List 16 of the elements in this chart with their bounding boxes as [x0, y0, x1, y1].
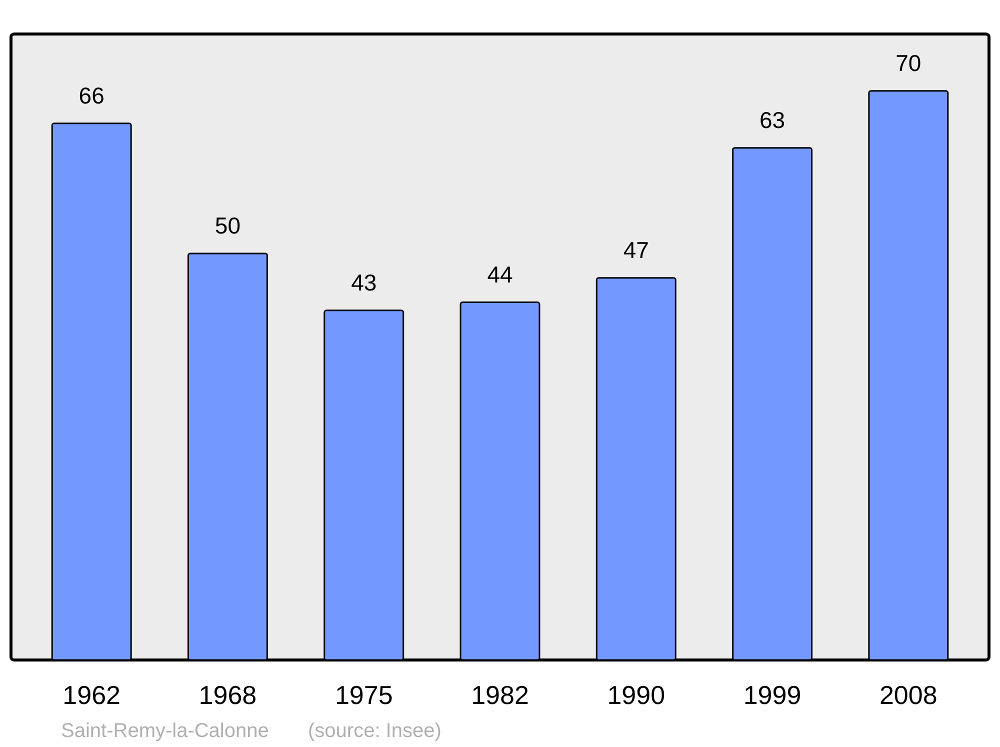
- data-label: 70: [896, 50, 922, 76]
- x-tick-label: 1962: [62, 680, 121, 710]
- x-tick-label: 1968: [198, 680, 257, 710]
- text: Saint-Remy-la-Calonne: [61, 720, 269, 742]
- data-label: 66: [78, 82, 104, 108]
- text: (source: Insee): [308, 720, 442, 742]
- data-label: 44: [487, 261, 513, 288]
- x-tick-label: 1999: [743, 680, 802, 710]
- x-tick-label: 2008: [879, 680, 938, 710]
- data-label: 63: [759, 106, 786, 133]
- data-label: 43: [351, 269, 377, 296]
- data-label: 47: [623, 236, 649, 263]
- data-label: 50: [214, 212, 241, 239]
- x-tick-label: 1982: [471, 680, 529, 710]
- x-tick-label: 1975: [334, 680, 393, 710]
- x-tick-label: 1990: [607, 680, 666, 710]
